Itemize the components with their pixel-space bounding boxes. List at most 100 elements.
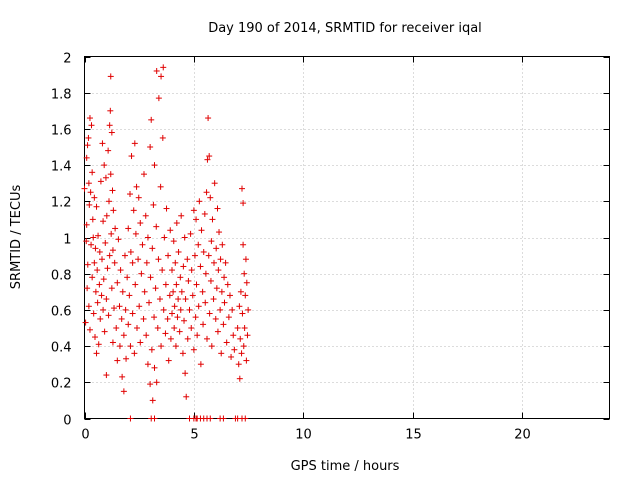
data-point bbox=[182, 370, 189, 377]
data-point bbox=[229, 306, 236, 313]
data-point bbox=[141, 171, 147, 178]
data-point bbox=[183, 393, 190, 400]
data-point bbox=[120, 332, 127, 339]
data-point bbox=[207, 194, 214, 201]
data-point bbox=[221, 274, 228, 281]
data-point bbox=[237, 335, 244, 342]
data-points bbox=[81, 64, 252, 422]
data-point bbox=[221, 299, 228, 306]
data-point bbox=[129, 310, 136, 317]
data-point bbox=[131, 350, 138, 357]
data-point bbox=[185, 277, 192, 284]
data-point bbox=[167, 227, 174, 234]
data-point bbox=[87, 189, 94, 196]
data-point bbox=[196, 198, 203, 205]
data-point bbox=[100, 218, 107, 225]
data-point bbox=[169, 310, 175, 317]
data-point bbox=[177, 274, 184, 281]
data-point bbox=[170, 288, 177, 295]
data-point bbox=[108, 129, 115, 136]
data-point bbox=[208, 343, 215, 350]
data-point bbox=[102, 174, 109, 181]
data-point bbox=[117, 267, 124, 274]
data-point bbox=[175, 248, 182, 255]
x-tick-label: 10 bbox=[295, 428, 312, 443]
data-point bbox=[153, 67, 160, 74]
data-point bbox=[239, 185, 245, 192]
data-point bbox=[106, 198, 112, 205]
data-point bbox=[154, 325, 161, 331]
data-point bbox=[85, 180, 92, 187]
data-point bbox=[222, 259, 229, 266]
data-point bbox=[151, 415, 158, 422]
data-point bbox=[147, 274, 154, 281]
data-point bbox=[180, 263, 187, 270]
data-point bbox=[209, 216, 216, 223]
data-point bbox=[105, 312, 112, 319]
data-point bbox=[147, 144, 154, 150]
data-point bbox=[107, 171, 114, 178]
data-point bbox=[193, 216, 200, 223]
data-point bbox=[109, 247, 116, 254]
data-point bbox=[86, 115, 93, 122]
x-tick-label: 20 bbox=[514, 428, 531, 443]
data-point bbox=[181, 234, 188, 241]
data-point bbox=[172, 259, 179, 266]
data-point bbox=[156, 296, 163, 303]
data-point bbox=[90, 310, 97, 317]
data-point bbox=[100, 276, 107, 283]
data-point bbox=[101, 328, 108, 335]
data-point bbox=[143, 259, 150, 266]
data-point bbox=[109, 339, 116, 346]
grid-lines bbox=[84, 56, 610, 419]
data-point bbox=[163, 205, 170, 212]
data-point bbox=[231, 346, 238, 353]
data-point bbox=[162, 330, 169, 337]
data-point bbox=[152, 285, 159, 292]
data-point bbox=[146, 299, 153, 306]
data-point bbox=[140, 315, 147, 322]
data-point bbox=[149, 245, 156, 252]
tick-labels: 00.20.40.60.811.21.41.61.820 5 10 15 20 bbox=[51, 52, 531, 443]
data-point bbox=[100, 306, 107, 313]
data-point bbox=[236, 375, 243, 382]
data-point bbox=[135, 194, 142, 201]
data-point bbox=[240, 241, 247, 248]
data-point bbox=[175, 296, 182, 303]
data-point bbox=[110, 207, 117, 214]
data-point bbox=[138, 270, 145, 277]
data-point bbox=[85, 134, 92, 141]
data-point bbox=[199, 288, 206, 295]
data-point bbox=[97, 315, 104, 322]
data-point bbox=[223, 339, 230, 346]
data-point bbox=[160, 306, 167, 313]
data-point bbox=[242, 292, 249, 299]
chart-title: Day 190 of 2014, SRMTID for receiver iqa… bbox=[208, 21, 482, 36]
data-point bbox=[86, 201, 93, 208]
data-point bbox=[94, 299, 101, 306]
data-point bbox=[203, 189, 210, 196]
data-point bbox=[193, 281, 200, 288]
data-point bbox=[230, 332, 237, 339]
data-point bbox=[125, 225, 132, 232]
data-point bbox=[241, 270, 248, 277]
data-point bbox=[165, 252, 172, 259]
data-point bbox=[84, 285, 91, 292]
data-point bbox=[115, 236, 122, 243]
data-point bbox=[129, 259, 136, 266]
data-point bbox=[96, 281, 103, 288]
y-tick-label: 0.8 bbox=[51, 269, 72, 284]
data-point bbox=[130, 207, 137, 214]
data-point bbox=[103, 212, 110, 219]
data-point bbox=[142, 212, 149, 219]
data-point bbox=[213, 285, 220, 292]
y-tick-label: 1 bbox=[63, 233, 71, 248]
data-point bbox=[92, 245, 99, 252]
data-point bbox=[153, 379, 160, 386]
data-point bbox=[171, 325, 178, 331]
data-point bbox=[92, 288, 99, 295]
data-point bbox=[166, 292, 173, 299]
data-point bbox=[99, 256, 105, 263]
data-point bbox=[205, 252, 212, 259]
